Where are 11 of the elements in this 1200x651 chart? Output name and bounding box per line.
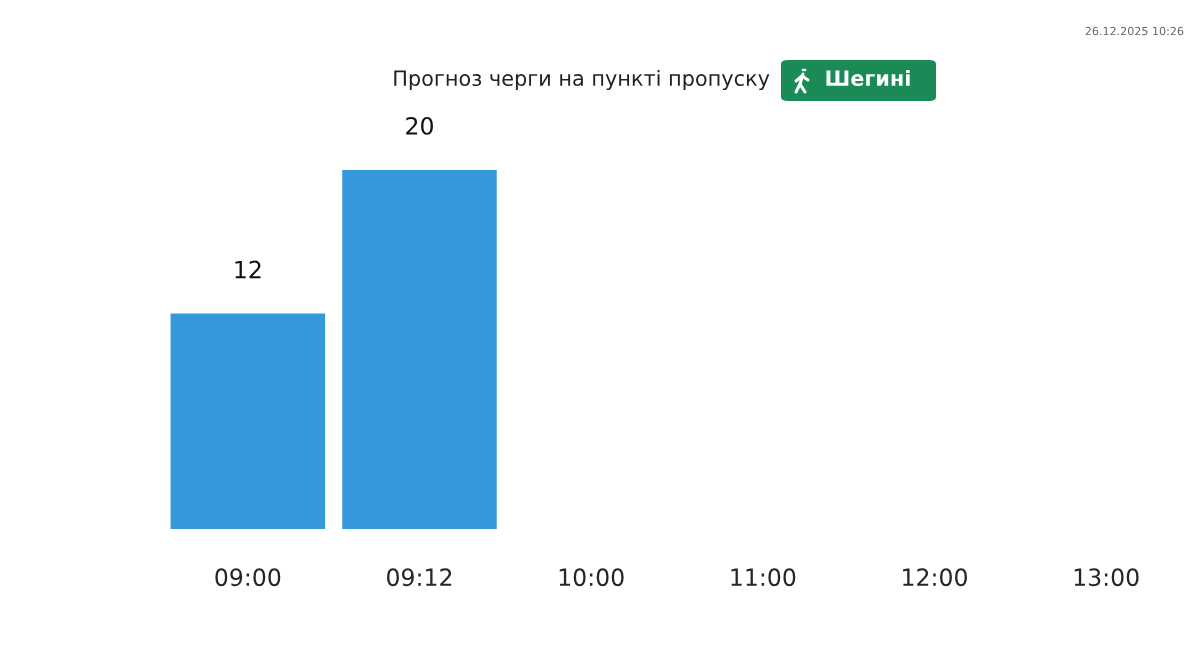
x-tick-label: 10:00	[559, 568, 624, 587]
data-label: 12	[235, 260, 261, 279]
x-tick-label: 09:00	[215, 568, 281, 587]
data-label: 20	[406, 117, 433, 135]
x-tick-label: 13:00	[1074, 568, 1139, 587]
x-tick-label: 11:00	[731, 568, 796, 587]
chart-title: Прогноз черги на пункті пропуску	[394, 69, 770, 91]
text: 26.12.2025 10:26	[1085, 26, 1184, 36]
chart-subtitle: Шегині	[826, 69, 910, 87]
x-tick-label: 09:12	[387, 568, 452, 587]
x-tick-label: 12:00	[903, 568, 967, 587]
